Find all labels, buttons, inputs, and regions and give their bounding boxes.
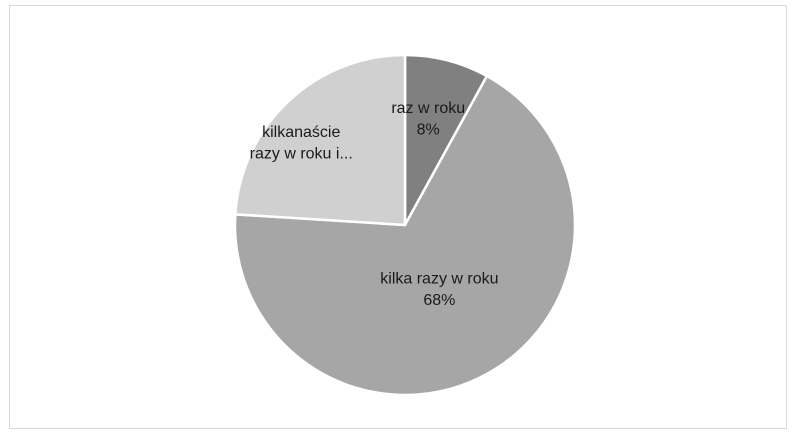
pie-slice-label-2: kilkanaście razy w roku i...: [250, 124, 353, 163]
pie-slice-label-0: raz w roku 8%: [391, 100, 465, 139]
pie-slice-label-line2-0: 8%: [417, 122, 440, 139]
pie-slice-label-line1-0: raz w roku: [391, 100, 465, 117]
pie-slice-label-line1-1: kilka razy w roku: [380, 271, 498, 288]
pie-slice-2: [234, 53, 407, 227]
pie-slice-label-line2-1: 68%: [423, 292, 455, 309]
pie-slice-label-1: kilka razy w roku 68%: [380, 271, 498, 310]
pie-slice-label-line2-2: razy w roku i...: [250, 145, 353, 162]
pie-slice-1: [233, 74, 577, 397]
pie-slice-label-line1-2: kilkanaście: [262, 124, 340, 141]
